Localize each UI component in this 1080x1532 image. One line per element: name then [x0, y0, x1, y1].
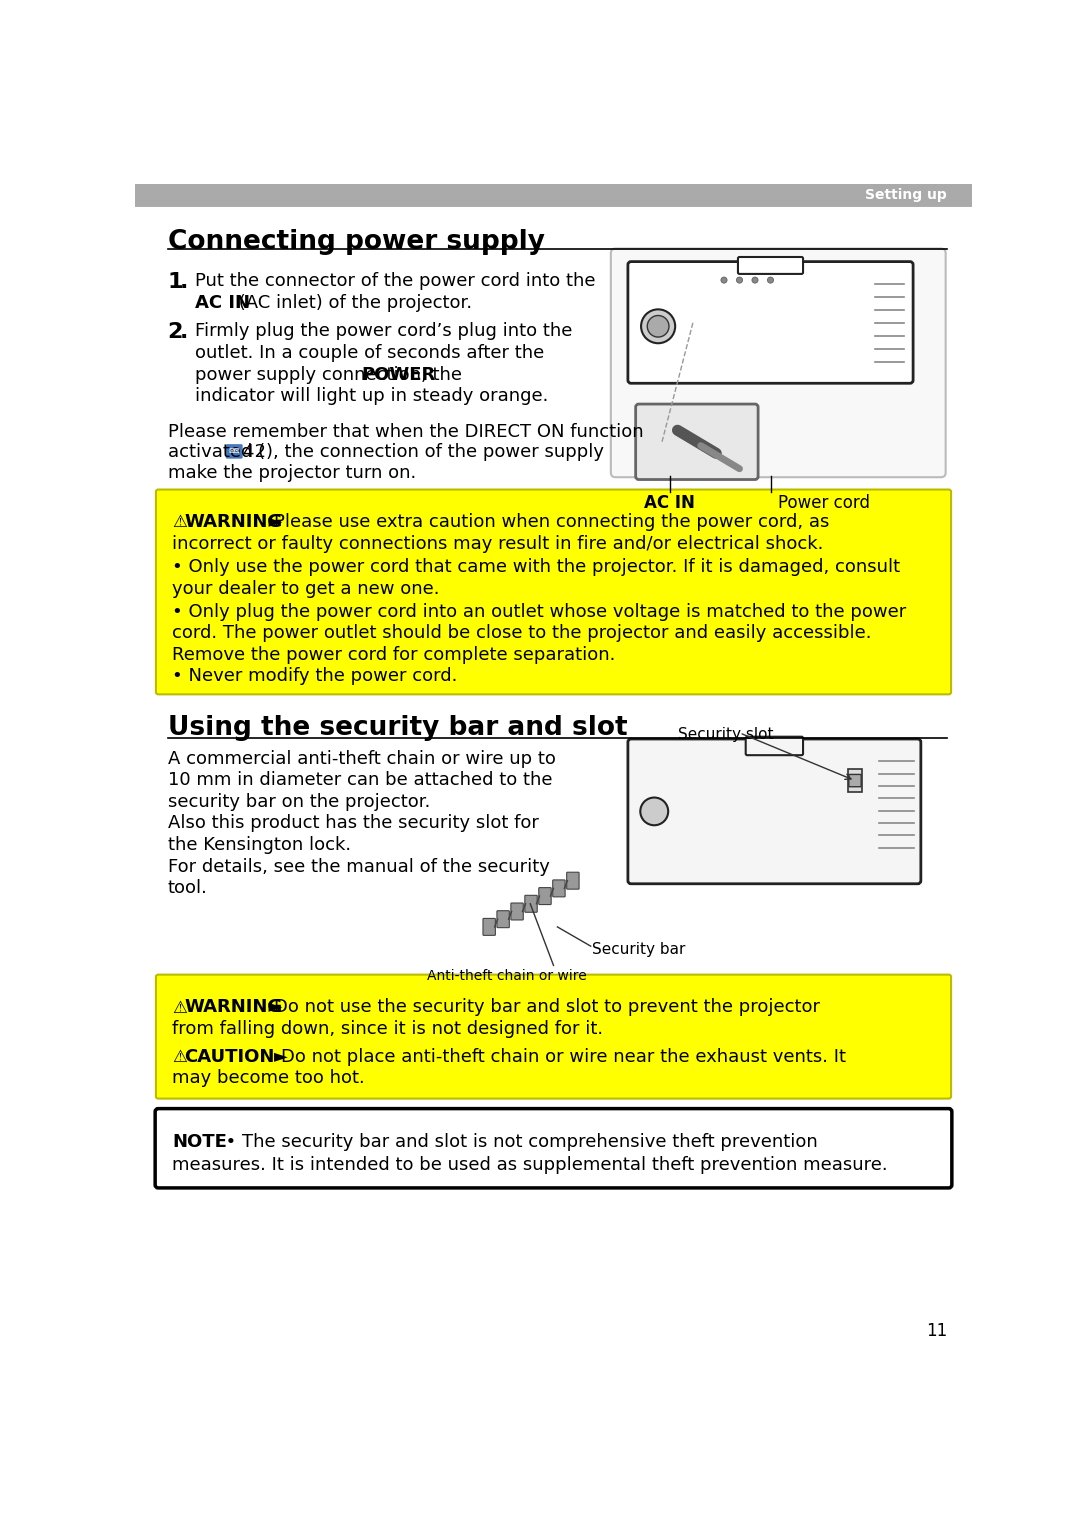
FancyBboxPatch shape — [553, 879, 565, 896]
Text: measures. It is intended to be used as supplemental theft prevention measure.: measures. It is intended to be used as s… — [172, 1157, 888, 1175]
Text: Setting up: Setting up — [865, 188, 947, 202]
Text: Please use extra caution when connecting the power cord, as: Please use extra caution when connecting… — [274, 513, 829, 532]
Text: Anti-theft chain or wire: Anti-theft chain or wire — [427, 970, 586, 984]
Text: Do not use the security bar and slot to prevent the projector: Do not use the security bar and slot to … — [274, 999, 821, 1017]
Text: AC IN: AC IN — [645, 495, 696, 512]
Text: 11: 11 — [926, 1322, 947, 1340]
Text: A commercial anti-theft chain or wire up to: A commercial anti-theft chain or wire up… — [167, 749, 555, 768]
Text: Firmly plug the power cord’s plug into the: Firmly plug the power cord’s plug into t… — [195, 322, 572, 340]
Text: Also this product has the security slot for: Also this product has the security slot … — [167, 815, 539, 832]
Text: Using the security bar and slot: Using the security bar and slot — [167, 715, 627, 741]
Text: 1: 1 — [167, 273, 183, 293]
Circle shape — [752, 277, 758, 283]
Text: may become too hot.: may become too hot. — [172, 1069, 365, 1088]
Text: 42), the connection of the power supply: 42), the connection of the power supply — [243, 443, 604, 461]
Text: power supply connection, the: power supply connection, the — [195, 366, 469, 383]
FancyBboxPatch shape — [156, 1109, 951, 1187]
Text: • Only plug the power cord into an outlet whose voltage is matched to the power: • Only plug the power cord into an outle… — [172, 602, 906, 620]
FancyBboxPatch shape — [227, 444, 242, 458]
Text: from falling down, since it is not designed for it.: from falling down, since it is not desig… — [172, 1020, 604, 1039]
Text: Connecting power supply: Connecting power supply — [167, 228, 544, 254]
FancyBboxPatch shape — [745, 737, 804, 755]
Text: POWER: POWER — [362, 366, 435, 383]
Text: make the projector turn on.: make the projector turn on. — [167, 464, 416, 483]
FancyBboxPatch shape — [525, 895, 537, 912]
Text: your dealer to get a new one.: your dealer to get a new one. — [172, 579, 440, 597]
Text: ⚠: ⚠ — [172, 513, 187, 532]
Text: Please remember that when the DIRECT ON function: Please remember that when the DIRECT ON … — [167, 423, 644, 441]
Circle shape — [640, 798, 669, 826]
Text: ►: ► — [252, 1048, 288, 1066]
Circle shape — [642, 309, 675, 343]
FancyBboxPatch shape — [497, 910, 510, 928]
Text: Security slot: Security slot — [677, 726, 773, 741]
Text: Remove the power cord for complete separation.: Remove the power cord for complete separ… — [172, 647, 616, 663]
FancyBboxPatch shape — [135, 184, 972, 207]
FancyBboxPatch shape — [511, 902, 524, 919]
FancyBboxPatch shape — [539, 887, 551, 904]
Text: Security bar: Security bar — [592, 942, 686, 958]
Text: the Kensington lock.: the Kensington lock. — [167, 836, 351, 853]
Text: • Only use the power cord that came with the projector. If it is damaged, consul: • Only use the power cord that came with… — [172, 558, 901, 576]
Text: 2: 2 — [167, 322, 183, 343]
FancyBboxPatch shape — [156, 490, 951, 694]
Text: ⚠: ⚠ — [172, 1048, 187, 1066]
Text: security bar on the projector.: security bar on the projector. — [167, 794, 430, 810]
Text: ⊠⊠: ⊠⊠ — [228, 449, 240, 455]
FancyBboxPatch shape — [627, 738, 921, 884]
Text: ►: ► — [257, 513, 283, 532]
Text: ►: ► — [257, 999, 283, 1017]
Circle shape — [647, 316, 669, 337]
Text: CAUTION: CAUTION — [185, 1048, 275, 1066]
Text: NOTE: NOTE — [172, 1134, 227, 1151]
FancyBboxPatch shape — [611, 248, 946, 476]
Text: WARNING: WARNING — [185, 999, 283, 1017]
Text: • The security bar and slot is not comprehensive theft prevention: • The security bar and slot is not compr… — [214, 1134, 818, 1151]
FancyBboxPatch shape — [483, 918, 496, 936]
Text: (AC inlet) of the projector.: (AC inlet) of the projector. — [232, 294, 472, 313]
Text: WARNING: WARNING — [185, 513, 283, 532]
Text: Power cord: Power cord — [779, 495, 870, 512]
Text: indicator will light up in steady orange.: indicator will light up in steady orange… — [195, 388, 549, 404]
Bar — [848, 769, 862, 792]
Text: ⚠: ⚠ — [172, 999, 187, 1017]
Text: • Never modify the power cord.: • Never modify the power cord. — [172, 668, 458, 685]
FancyBboxPatch shape — [156, 974, 951, 1098]
Text: For details, see the manual of the security: For details, see the manual of the secur… — [167, 858, 550, 876]
FancyBboxPatch shape — [627, 262, 913, 383]
Text: AC IN: AC IN — [195, 294, 251, 313]
Text: Put the connector of the power cord into the: Put the connector of the power cord into… — [195, 273, 596, 291]
Text: cord. The power outlet should be close to the projector and easily accessible.: cord. The power outlet should be close t… — [172, 624, 872, 642]
Circle shape — [737, 277, 743, 283]
FancyBboxPatch shape — [849, 775, 861, 787]
FancyBboxPatch shape — [738, 257, 804, 274]
Text: outlet. In a couple of seconds after the: outlet. In a couple of seconds after the — [195, 345, 544, 362]
Circle shape — [721, 277, 727, 283]
Text: 10 mm in diameter can be attached to the: 10 mm in diameter can be attached to the — [167, 771, 552, 789]
Text: tool.: tool. — [167, 879, 207, 898]
Text: Do not place anti-theft chain or wire near the exhaust vents. It: Do not place anti-theft chain or wire ne… — [281, 1048, 846, 1066]
Text: .: . — [180, 273, 188, 293]
Text: activated (: activated ( — [167, 443, 265, 461]
Text: .: . — [180, 322, 188, 343]
Text: incorrect or faulty connections may result in fire and/or electrical shock.: incorrect or faulty connections may resu… — [172, 535, 824, 553]
FancyBboxPatch shape — [567, 872, 579, 889]
FancyBboxPatch shape — [636, 404, 758, 480]
Circle shape — [768, 277, 773, 283]
